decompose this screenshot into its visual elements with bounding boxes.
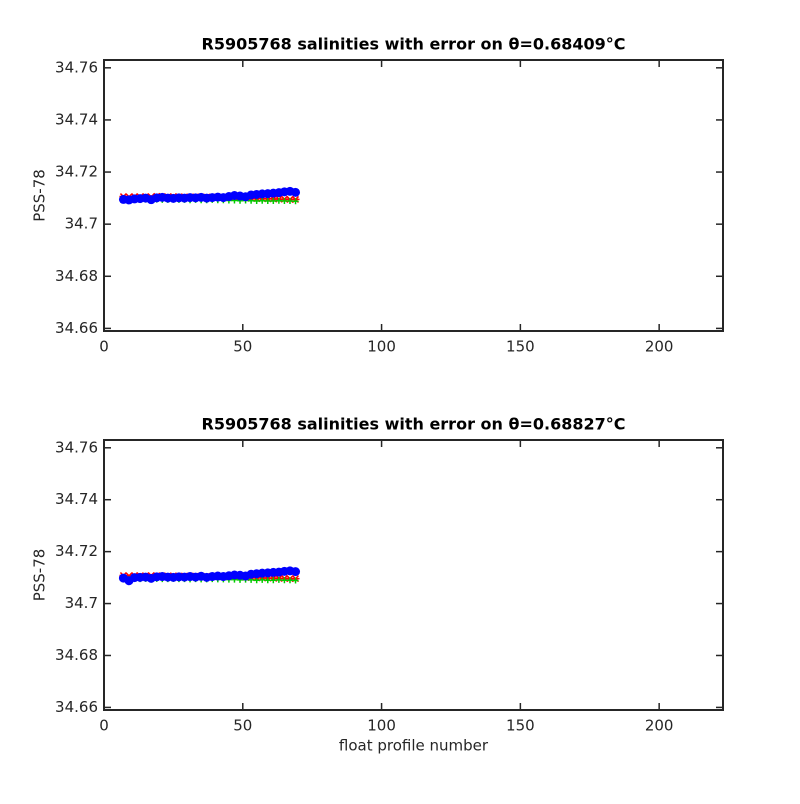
point [281, 197, 288, 204]
y-tick-label: 34.7 [65, 215, 98, 233]
axes-box [103, 439, 724, 711]
point [264, 197, 271, 204]
y-tick-label: 34.76 [55, 58, 98, 76]
point [270, 197, 277, 204]
point [291, 187, 301, 197]
x-tick-label: 50 [233, 338, 252, 356]
point [292, 577, 299, 584]
x-tick-label: 0 [99, 338, 109, 356]
point [275, 576, 282, 583]
x-tick-label: 150 [506, 338, 535, 356]
x-axis-label: float profile number [339, 737, 489, 755]
point [275, 197, 282, 204]
chart-title: R5905768 salinities with error on θ=0.68… [202, 35, 626, 54]
point [286, 577, 293, 584]
x-tick-label: 200 [645, 717, 674, 735]
x-tick-label: 150 [506, 717, 535, 735]
y-tick-label: 34.76 [55, 438, 98, 456]
point [270, 577, 277, 584]
y-tick-label: 34.72 [55, 542, 98, 560]
axes-box [103, 59, 724, 332]
y-tick-label: 34.72 [55, 163, 98, 181]
point [259, 576, 266, 583]
y-tick-label: 34.66 [55, 319, 98, 337]
point [253, 197, 260, 204]
y-tick-label: 34.66 [55, 698, 98, 716]
point [292, 198, 299, 205]
x-tick-label: 200 [645, 338, 674, 356]
x-tick-label: 50 [233, 717, 252, 735]
y-tick-label: 34.74 [55, 110, 98, 128]
y-tick-label: 34.7 [65, 594, 98, 612]
point [291, 567, 301, 577]
y-tick-label: 34.74 [55, 490, 98, 508]
point [259, 197, 266, 204]
x-tick-label: 100 [367, 338, 396, 356]
y-axis-label: PSS-78 [31, 169, 49, 222]
point [286, 197, 293, 204]
point [281, 577, 288, 584]
chart-title: R5905768 salinities with error on θ=0.68… [202, 415, 626, 434]
x-tick-label: 0 [99, 717, 109, 735]
x-tick-label: 100 [367, 717, 396, 735]
y-tick-label: 34.68 [55, 267, 98, 285]
y-axis-label: PSS-78 [31, 549, 49, 602]
point [264, 577, 271, 584]
y-tick-label: 34.68 [55, 646, 98, 664]
